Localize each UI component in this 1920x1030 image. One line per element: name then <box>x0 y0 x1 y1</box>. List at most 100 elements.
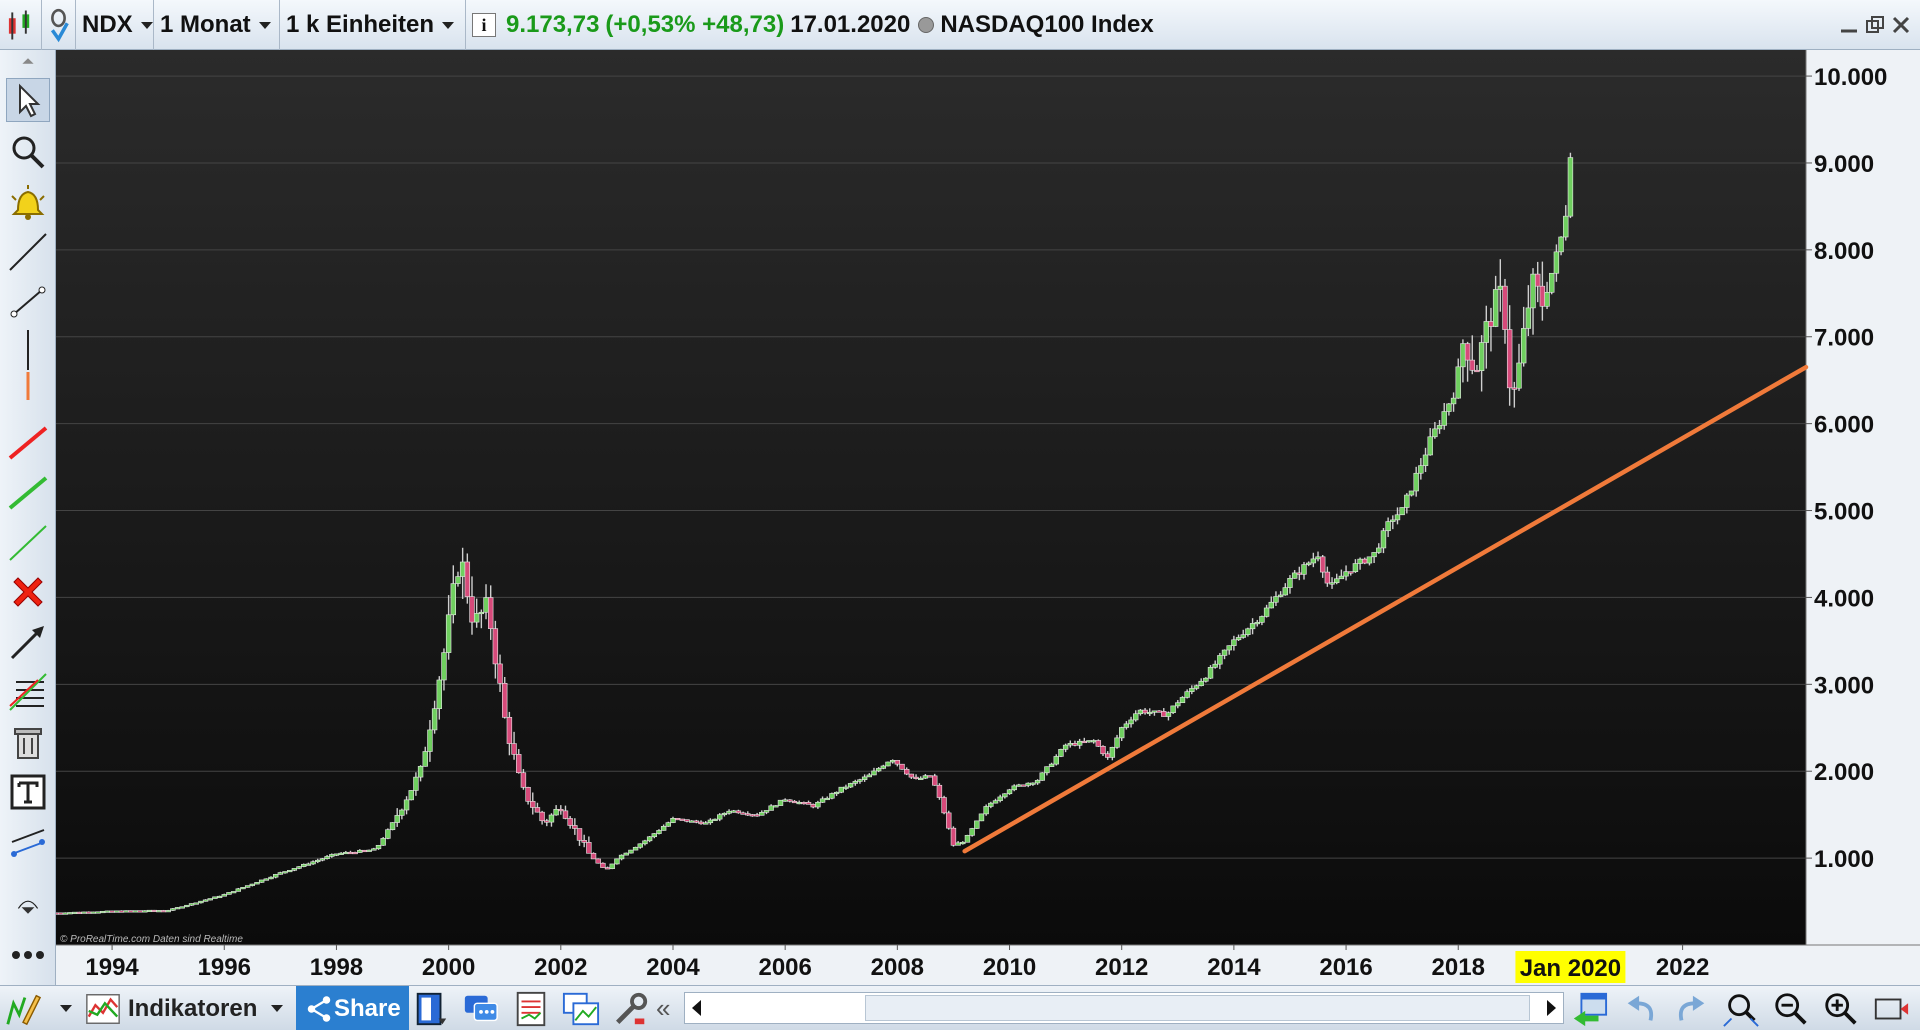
collapse-left-icon[interactable]: « <box>656 993 671 1023</box>
undo-icon[interactable] <box>1622 986 1660 1030</box>
candle-body <box>1161 711 1167 717</box>
candle-body <box>431 708 438 731</box>
price-chart[interactable]: 1.000 2.000 3.000 4.000 5.000 6.000 7.000 8.000… <box>56 50 1920 985</box>
go-to-date-icon[interactable] <box>1570 986 1608 1030</box>
chat-icon[interactable] <box>462 986 500 1030</box>
auto-scroll-icon[interactable] <box>1872 986 1910 1030</box>
multi-chart-icon[interactable] <box>562 986 600 1030</box>
period-selector[interactable]: 1 Monat <box>154 0 280 50</box>
candle-body <box>1245 628 1251 635</box>
link-icon[interactable] <box>42 0 76 50</box>
arc-icon[interactable] <box>6 878 50 922</box>
zoom-out-icon[interactable] <box>1772 986 1810 1030</box>
candle-body <box>1338 575 1345 580</box>
x-tick-label: 2008 <box>871 954 924 981</box>
candle-body <box>1352 563 1359 572</box>
candle-body <box>1072 743 1078 746</box>
candle-body <box>777 799 784 806</box>
candle-body <box>268 876 274 880</box>
candle-body <box>1002 793 1008 798</box>
candle-body <box>964 835 971 843</box>
candle-body <box>1020 784 1027 787</box>
candle-body <box>100 910 106 914</box>
y-tick-label: 2.000 <box>1814 759 1874 786</box>
window-layout-icon[interactable] <box>412 986 450 1030</box>
candle-body <box>922 775 929 779</box>
candle-body <box>1095 740 1102 747</box>
units-selector[interactable]: 1 k Einheiten <box>280 0 466 50</box>
candle-body <box>1446 403 1452 412</box>
trash-icon[interactable] <box>6 720 50 764</box>
alarm-bell-icon[interactable] <box>6 180 50 224</box>
candle-body <box>1207 667 1214 679</box>
delete-icon[interactable] <box>6 570 50 614</box>
candle-body <box>310 861 316 865</box>
line-icon[interactable] <box>6 230 50 274</box>
candle-body <box>1558 236 1564 253</box>
candle-body <box>1114 737 1120 748</box>
zoom-fit-icon[interactable] <box>1722 986 1760 1030</box>
scroll-right-icon[interactable] <box>1543 999 1559 1017</box>
candle-body <box>1366 556 1373 564</box>
candle-body <box>997 796 1003 801</box>
indicators-button[interactable]: Indikatoren <box>84 986 284 1030</box>
text-icon[interactable] <box>6 770 50 814</box>
more-dots-icon[interactable] <box>6 940 50 970</box>
horizontal-scrollbar[interactable] <box>684 992 1564 1024</box>
x-tick-label: 2014 <box>1207 954 1261 981</box>
arrow-icon[interactable] <box>6 620 50 664</box>
candle-body <box>1268 601 1274 609</box>
overlay <box>962 364 1809 854</box>
green-thin-line-icon[interactable] <box>6 520 50 564</box>
candle-body <box>1502 285 1508 330</box>
zoom-in-icon[interactable] <box>1822 986 1860 1030</box>
scroll-down-icon[interactable] <box>6 900 50 920</box>
minimize-icon[interactable] <box>1839 15 1859 35</box>
red-line-icon[interactable] <box>6 420 50 464</box>
candle-body <box>534 807 541 813</box>
redo-icon[interactable] <box>1672 986 1710 1030</box>
candle-body <box>913 776 919 779</box>
candle-body <box>1203 677 1209 682</box>
chart-header: NDX 1 Monat 1 k Einheiten i 9.173,73 (+0… <box>0 0 1920 50</box>
candle-body <box>544 820 550 823</box>
cursor-icon[interactable] <box>6 78 50 122</box>
candle-body <box>263 878 270 881</box>
candle-body <box>721 812 728 816</box>
candle-body <box>665 822 672 827</box>
segment-icon[interactable] <box>6 280 50 324</box>
draw-pencil-icon[interactable] <box>4 986 42 1030</box>
info-icon[interactable]: i <box>472 13 496 37</box>
candle-body <box>226 892 232 895</box>
green-line-icon[interactable] <box>6 470 50 514</box>
candle-body <box>1147 711 1153 715</box>
candle-body <box>941 797 947 814</box>
fibonacci-icon[interactable] <box>6 670 50 714</box>
x-tick-label: 2004 <box>646 954 700 981</box>
share-button[interactable]: Share <box>296 986 409 1030</box>
symbol-selector[interactable]: NDX <box>76 0 154 50</box>
candle-body <box>1516 362 1522 389</box>
vertical-line-icon[interactable] <box>6 330 50 400</box>
chart-type-candle-icon[interactable] <box>0 0 42 50</box>
close-icon[interactable] <box>1891 15 1911 35</box>
y-tick-label: 6.000 <box>1814 412 1874 439</box>
channel-icon[interactable] <box>6 820 50 864</box>
candle-body <box>1343 571 1349 577</box>
candle-body <box>558 808 564 812</box>
scrollbar-thumb[interactable] <box>865 995 1530 1021</box>
zoom-icon[interactable] <box>6 130 50 174</box>
candle-body <box>847 783 854 788</box>
candle-body <box>899 763 905 770</box>
scroll-left-icon[interactable] <box>689 999 705 1017</box>
y-tick-label: 5.000 <box>1814 499 1874 526</box>
report-icon[interactable] <box>512 986 550 1030</box>
y-axis-ticks: 1.000 2.000 3.000 4.000 5.000 6.000 7.000 8.000… <box>1806 64 1887 873</box>
x-tick-label: 2002 <box>534 954 587 981</box>
restore-icon[interactable] <box>1865 15 1885 35</box>
draw-menu-caret-icon[interactable] <box>56 986 72 1030</box>
tools-icon[interactable] <box>612 986 650 1030</box>
candle-body <box>128 910 134 913</box>
scroll-up-icon[interactable] <box>6 54 50 68</box>
